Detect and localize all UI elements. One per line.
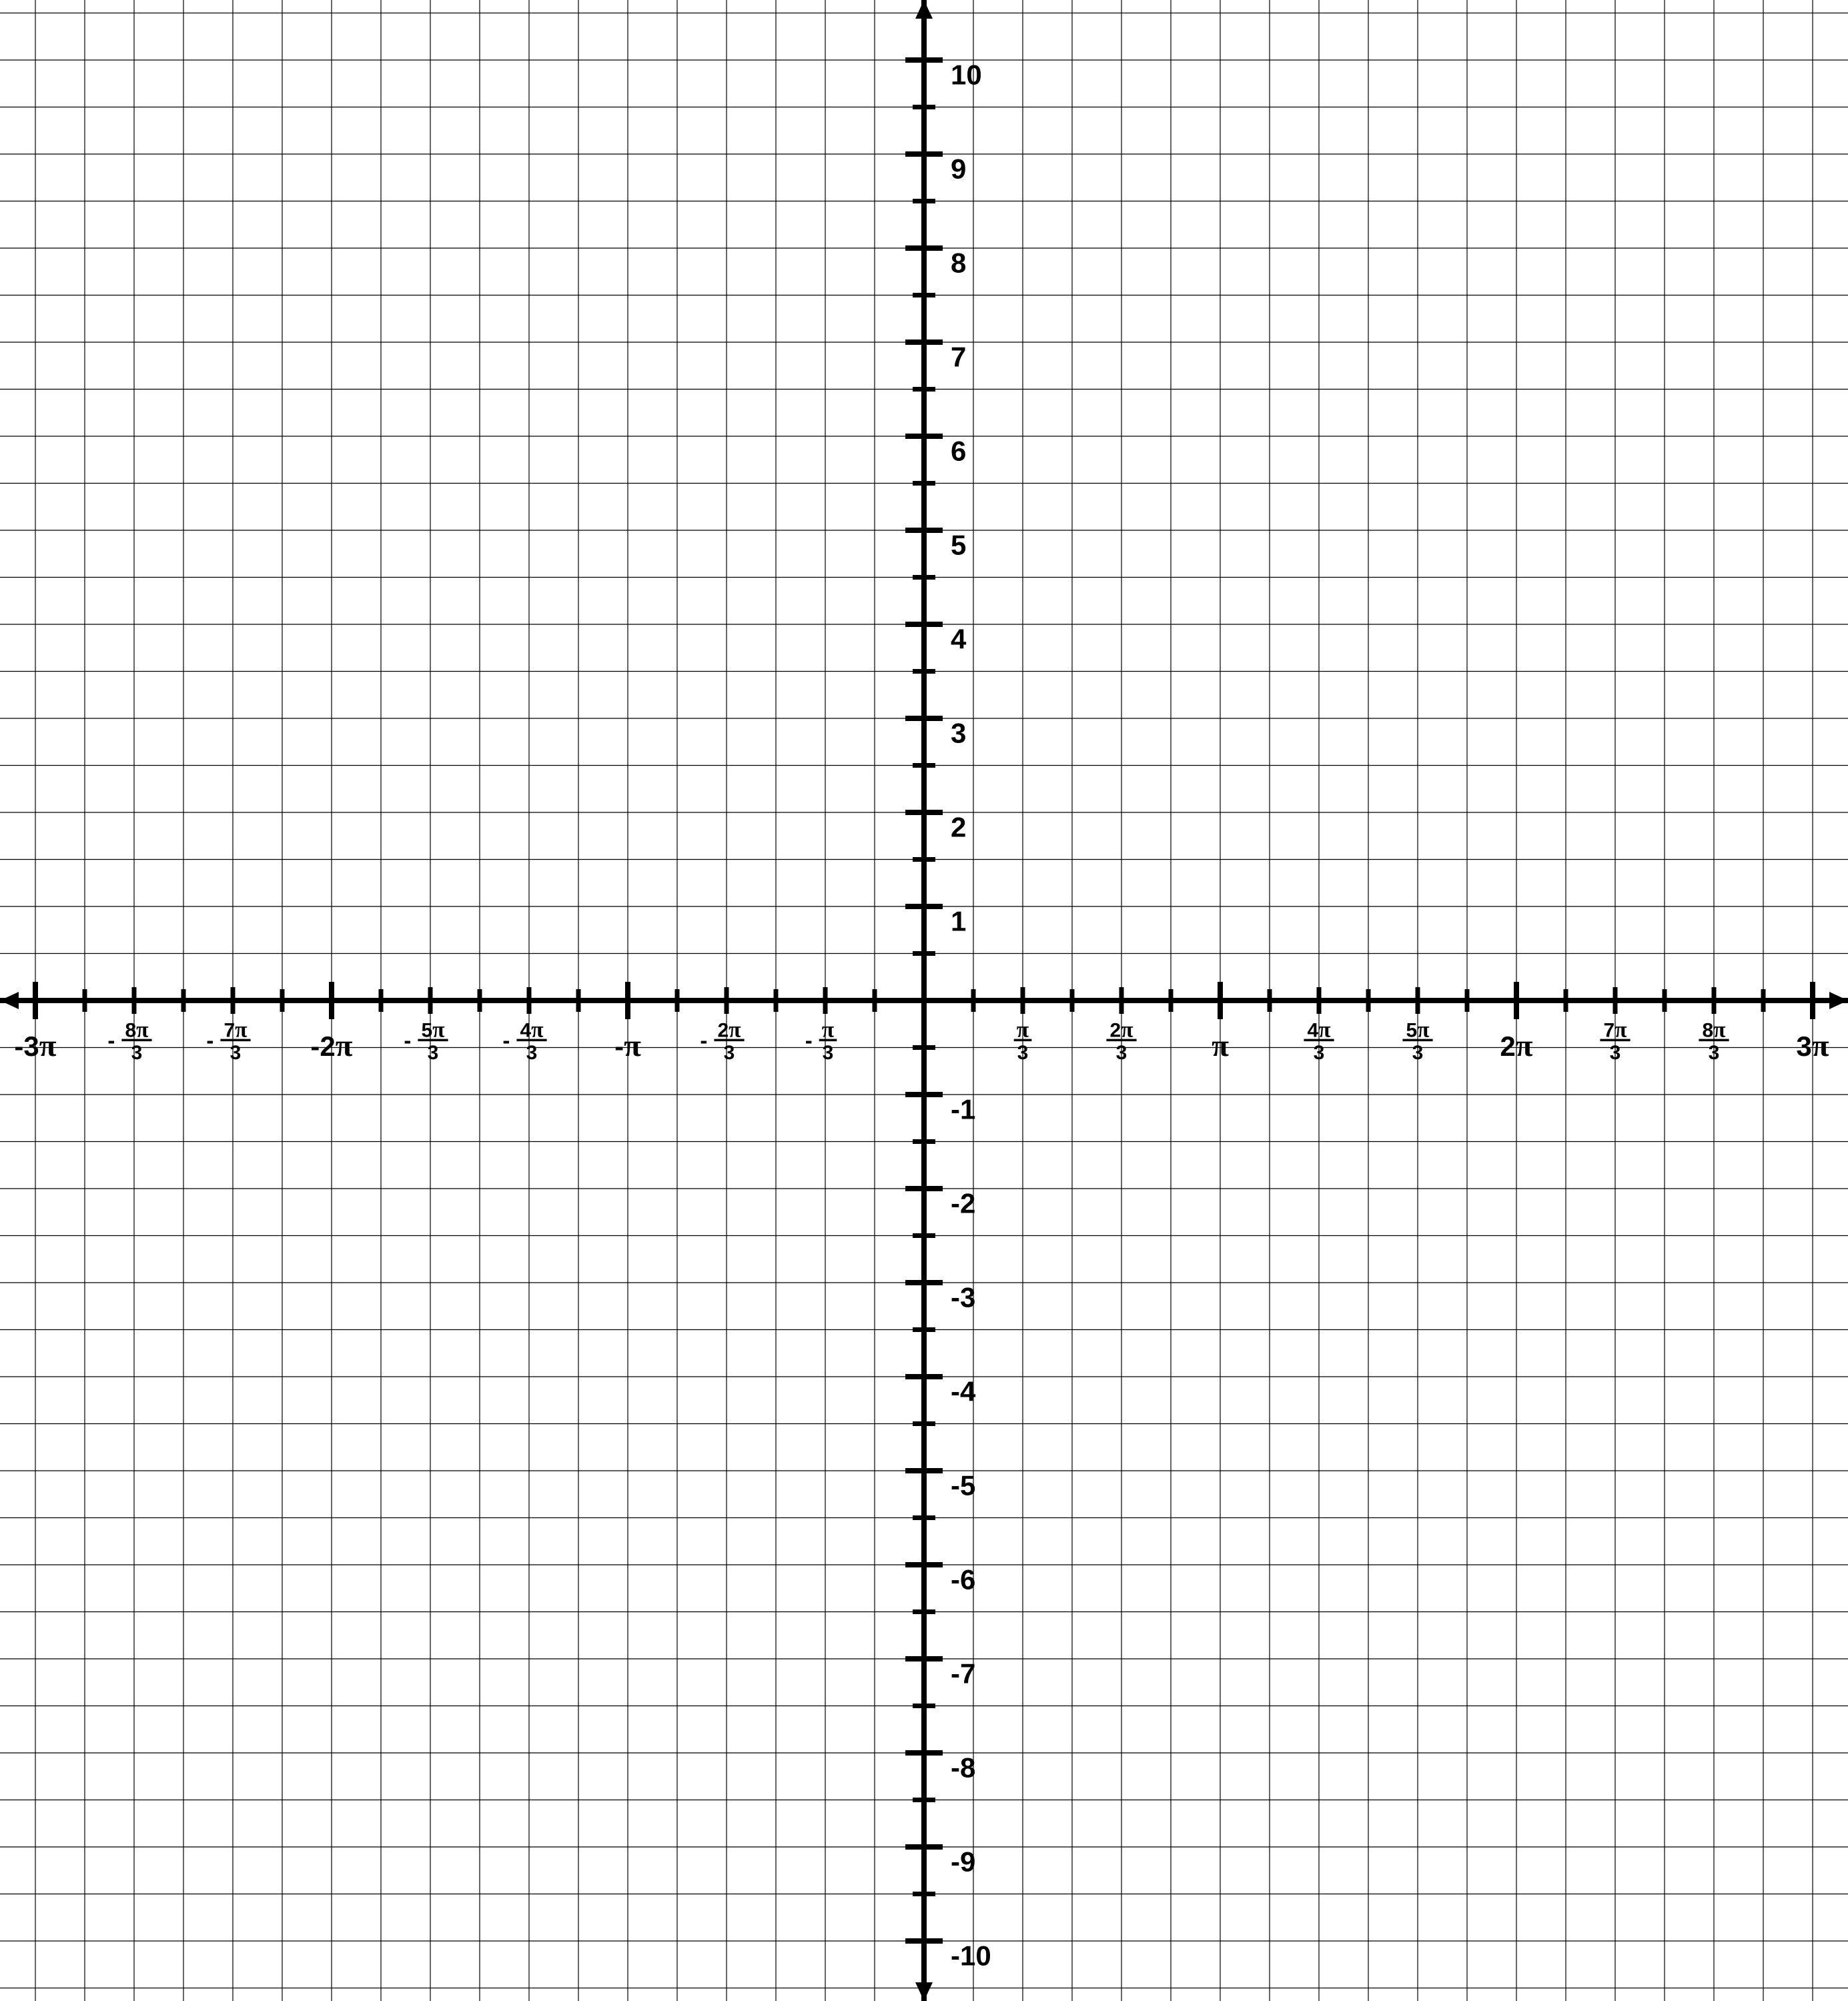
y-tick-label: -9 xyxy=(951,1846,975,1877)
svg-text:-: - xyxy=(404,1028,411,1053)
svg-text:5π: 5π xyxy=(1406,1017,1430,1042)
y-tick-label: 9 xyxy=(951,153,966,184)
svg-text:-: - xyxy=(107,1028,115,1053)
y-tick-label: 10 xyxy=(951,59,982,90)
svg-text:3: 3 xyxy=(1116,1042,1127,1064)
x-tick-label: -2π xyxy=(310,1029,352,1063)
svg-text:3: 3 xyxy=(1412,1042,1424,1064)
y-tick-label: 2 xyxy=(951,811,966,842)
svg-text:π: π xyxy=(822,1017,835,1042)
y-tick-label: 4 xyxy=(951,623,967,654)
y-tick-label: -2 xyxy=(951,1187,975,1219)
svg-text:2π: 2π xyxy=(1109,1017,1133,1042)
y-tick-label: 3 xyxy=(951,717,966,748)
y-tick-label: 7 xyxy=(951,341,966,372)
x-tick-label: -π xyxy=(614,1029,641,1063)
svg-text:-: - xyxy=(206,1028,213,1053)
coordinate-grid: 10987654321-1-2-3-4-5-6-7-8-9-10-3π-8π3-… xyxy=(0,0,1848,2001)
svg-text:3: 3 xyxy=(526,1042,538,1064)
y-tick-label: -8 xyxy=(951,1752,975,1783)
x-tick-label: 2π xyxy=(1500,1029,1532,1063)
svg-text:3: 3 xyxy=(1017,1042,1029,1064)
svg-text:4π: 4π xyxy=(520,1017,544,1042)
svg-text:3: 3 xyxy=(1314,1042,1325,1064)
svg-text:3: 3 xyxy=(724,1042,735,1064)
y-tick-label: 5 xyxy=(951,529,966,560)
svg-text:-: - xyxy=(700,1028,707,1053)
svg-text:3: 3 xyxy=(1610,1042,1621,1064)
svg-text:3: 3 xyxy=(428,1042,439,1064)
y-tick-label: -1 xyxy=(951,1093,975,1125)
y-tick-label: -10 xyxy=(951,1940,991,1971)
svg-text:5π: 5π xyxy=(421,1017,445,1042)
x-tick-label: 3π xyxy=(1796,1029,1829,1063)
svg-text:-: - xyxy=(502,1028,510,1053)
svg-text:-: - xyxy=(805,1028,813,1053)
y-tick-label: -6 xyxy=(951,1563,975,1595)
svg-text:8π: 8π xyxy=(125,1017,149,1042)
svg-text:7π: 7π xyxy=(1603,1017,1627,1042)
x-tick-label: π xyxy=(1212,1029,1229,1063)
y-tick-label: 1 xyxy=(951,905,966,936)
y-tick-label: -5 xyxy=(951,1469,975,1501)
svg-text:8π: 8π xyxy=(1702,1017,1726,1042)
svg-text:7π: 7π xyxy=(223,1017,248,1042)
svg-text:3: 3 xyxy=(1709,1042,1720,1064)
y-tick-label: 6 xyxy=(951,435,966,466)
y-tick-label: -4 xyxy=(951,1375,976,1407)
svg-text:3: 3 xyxy=(823,1042,834,1064)
y-tick-label: -7 xyxy=(951,1657,975,1689)
y-tick-label: -3 xyxy=(951,1281,975,1313)
svg-text:2π: 2π xyxy=(717,1017,741,1042)
x-tick-label: -3π xyxy=(14,1029,56,1063)
svg-text:4π: 4π xyxy=(1307,1017,1331,1042)
svg-text:3: 3 xyxy=(230,1042,242,1064)
svg-text:π: π xyxy=(1017,1017,1029,1042)
svg-text:3: 3 xyxy=(131,1042,143,1064)
y-tick-label: 8 xyxy=(951,247,966,278)
